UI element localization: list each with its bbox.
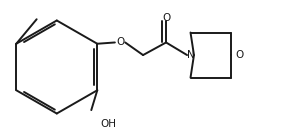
Text: O: O [116, 38, 124, 47]
Text: N: N [187, 50, 194, 60]
Text: OH: OH [101, 119, 116, 129]
Text: O: O [235, 50, 243, 60]
Text: O: O [162, 13, 170, 23]
